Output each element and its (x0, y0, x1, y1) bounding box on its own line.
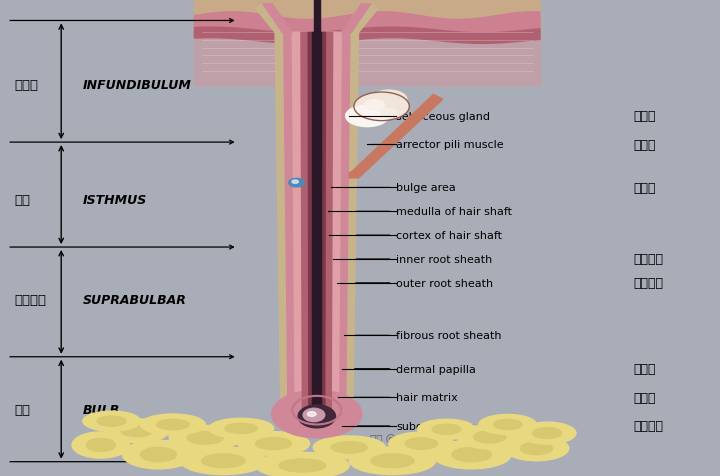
Ellipse shape (187, 432, 223, 444)
Ellipse shape (238, 432, 310, 456)
Polygon shape (349, 95, 443, 178)
Text: subcutaneous: subcutaneous (396, 421, 474, 431)
Text: ISTHMUS: ISTHMUS (83, 193, 147, 207)
Ellipse shape (518, 422, 576, 444)
Ellipse shape (157, 419, 189, 430)
Ellipse shape (72, 432, 130, 458)
Polygon shape (292, 33, 341, 414)
Ellipse shape (349, 447, 436, 475)
Ellipse shape (452, 447, 492, 462)
Ellipse shape (313, 436, 385, 459)
Text: 隆突区: 隆突区 (634, 181, 656, 195)
Ellipse shape (169, 426, 241, 450)
Ellipse shape (225, 424, 258, 433)
Polygon shape (194, 0, 540, 86)
Ellipse shape (331, 442, 367, 453)
Ellipse shape (83, 411, 140, 431)
Text: hair matrix: hair matrix (396, 393, 458, 402)
Ellipse shape (209, 418, 274, 438)
Ellipse shape (405, 438, 438, 449)
Ellipse shape (140, 414, 205, 435)
Ellipse shape (355, 93, 409, 121)
Text: 漏斗部: 漏斗部 (14, 79, 38, 92)
Polygon shape (275, 33, 359, 414)
Text: 毛球上部: 毛球上部 (14, 293, 46, 307)
Polygon shape (194, 13, 540, 34)
Ellipse shape (289, 179, 305, 188)
Text: fibrous root sheath: fibrous root sheath (396, 331, 502, 340)
Text: sebaceous gland: sebaceous gland (396, 112, 490, 121)
Ellipse shape (121, 425, 153, 437)
Polygon shape (256, 5, 282, 33)
Ellipse shape (380, 109, 397, 118)
Ellipse shape (364, 100, 384, 111)
Ellipse shape (504, 436, 569, 461)
Ellipse shape (520, 442, 553, 455)
Ellipse shape (432, 425, 461, 434)
Polygon shape (301, 33, 333, 414)
Text: 外外根鞘: 外外根鞘 (634, 277, 664, 290)
Ellipse shape (86, 438, 115, 452)
Ellipse shape (122, 440, 194, 469)
Ellipse shape (272, 390, 362, 438)
Text: INFUNDIBULUM: INFUNDIBULUM (83, 79, 192, 92)
Text: dermal papilla: dermal papilla (396, 364, 476, 374)
Ellipse shape (307, 412, 316, 416)
Text: 知乎 @waveHod: 知乎 @waveHod (369, 432, 444, 442)
Ellipse shape (202, 454, 245, 467)
Ellipse shape (256, 438, 292, 449)
Ellipse shape (493, 420, 522, 429)
Text: medulla of hair shaft: medulla of hair shaft (396, 207, 512, 217)
Ellipse shape (474, 431, 505, 443)
Polygon shape (351, 5, 378, 33)
Ellipse shape (256, 452, 349, 476)
Text: 峡部: 峡部 (14, 193, 30, 207)
Text: BULB: BULB (83, 403, 120, 416)
Polygon shape (308, 33, 325, 414)
Polygon shape (312, 33, 321, 414)
Ellipse shape (479, 415, 536, 435)
Ellipse shape (279, 459, 325, 472)
Text: outer root sheath: outer root sheath (396, 278, 493, 288)
Ellipse shape (389, 432, 454, 455)
Ellipse shape (457, 425, 522, 449)
Ellipse shape (418, 419, 475, 439)
Text: arrector pili muscle: arrector pili muscle (396, 140, 503, 150)
Ellipse shape (180, 447, 266, 475)
Ellipse shape (140, 447, 176, 462)
Ellipse shape (298, 405, 336, 428)
Ellipse shape (371, 91, 407, 109)
Ellipse shape (104, 419, 169, 443)
Text: 毛乳头: 毛乳头 (634, 362, 656, 376)
Ellipse shape (432, 440, 511, 469)
Text: inner root sheath: inner root sheath (396, 255, 492, 264)
Ellipse shape (97, 416, 126, 426)
Polygon shape (341, 5, 371, 33)
Ellipse shape (303, 408, 325, 422)
Polygon shape (263, 5, 292, 33)
Text: cortex of hair shaft: cortex of hair shaft (396, 231, 502, 240)
Ellipse shape (533, 427, 562, 439)
Text: 毛球: 毛球 (14, 403, 30, 416)
Text: 立毛肌: 立毛肌 (634, 139, 656, 152)
Polygon shape (194, 28, 540, 44)
Ellipse shape (292, 180, 299, 184)
Polygon shape (314, 0, 320, 33)
Text: 内毛根鞘: 内毛根鞘 (634, 253, 664, 266)
Text: 毛母质: 毛母质 (634, 391, 656, 404)
Ellipse shape (371, 454, 414, 467)
Text: bulge area: bulge area (396, 183, 456, 193)
Polygon shape (284, 33, 350, 414)
Ellipse shape (346, 106, 389, 128)
Text: 皮下脂肪: 皮下脂肪 (634, 419, 664, 433)
Text: 皮脂腺: 皮脂腺 (634, 110, 656, 123)
Text: SUPRABULBAR: SUPRABULBAR (83, 293, 186, 307)
Polygon shape (194, 31, 540, 86)
